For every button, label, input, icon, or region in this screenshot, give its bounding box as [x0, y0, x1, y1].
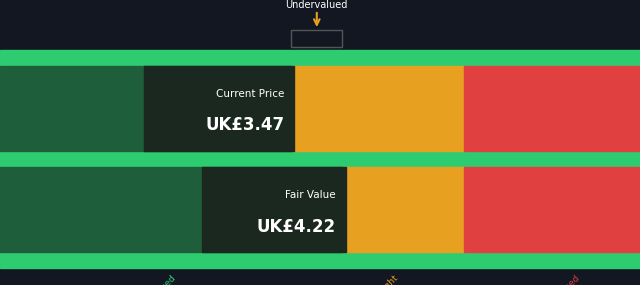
Bar [0, 151, 640, 167]
Bar [0, 167, 342, 252]
Text: UK£4.22: UK£4.22 [257, 217, 336, 236]
Text: Undervalued: Undervalued [285, 0, 348, 10]
Bar [291, 30, 342, 47]
Text: Current Price: Current Price [216, 89, 285, 99]
Bar [144, 66, 294, 151]
Bar [342, 167, 464, 252]
Bar [291, 30, 342, 47]
Text: Fair Value: Fair Value [285, 190, 336, 200]
Bar [464, 66, 640, 151]
Text: 20% Undervalued: 20% Undervalued [114, 274, 177, 285]
Bar [291, 66, 464, 151]
Text: 17.7%: 17.7% [285, 0, 348, 1]
Text: UK£3.47: UK£3.47 [205, 116, 285, 135]
Bar [464, 167, 640, 252]
Bar [0, 66, 291, 151]
Text: 20% Overvalued: 20% Overvalued [522, 274, 582, 285]
Text: About Right: About Right [355, 274, 400, 285]
Bar [0, 50, 640, 66]
Bar [0, 252, 640, 268]
Bar [202, 167, 346, 252]
